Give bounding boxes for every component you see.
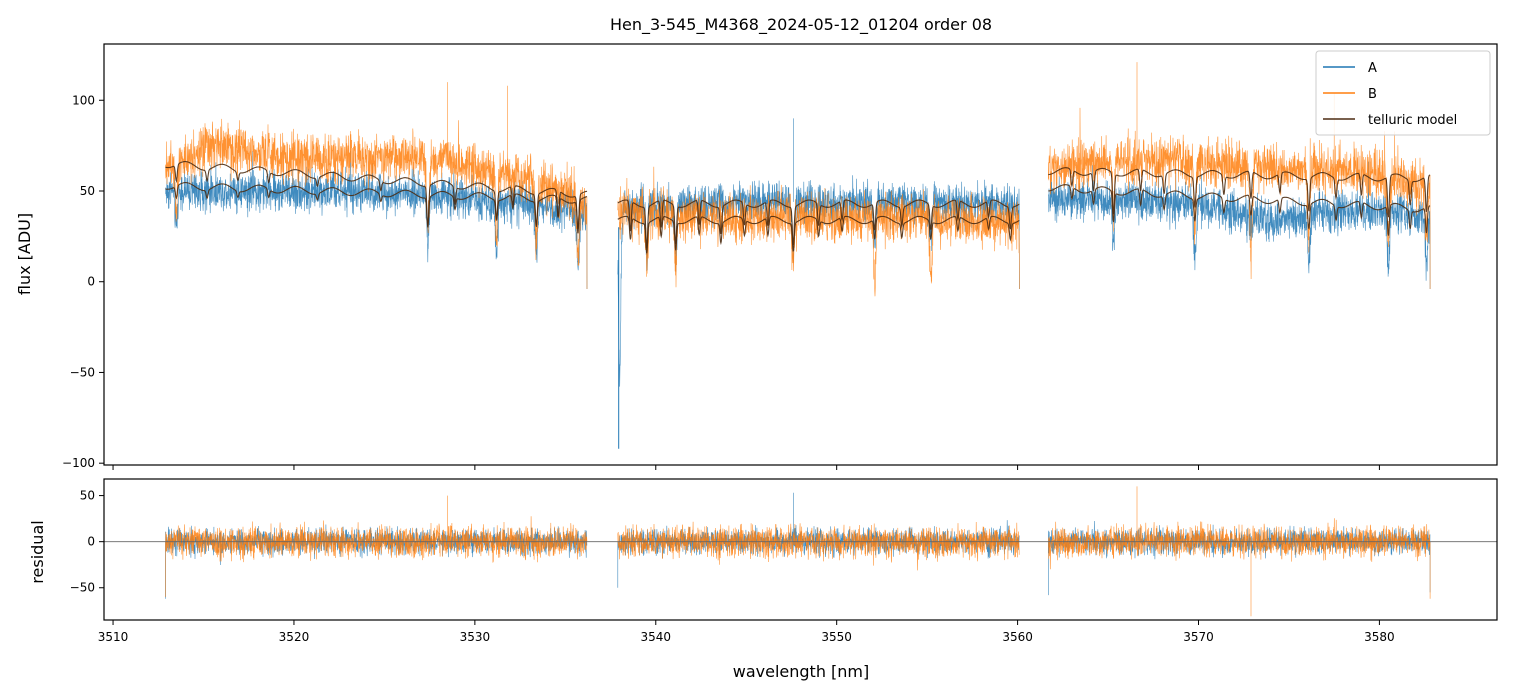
flux-y-ticks: −100 −50 0 50 100 bbox=[62, 93, 104, 470]
flux-y-tick-label: 50 bbox=[80, 184, 95, 198]
x-tick-label: 3530 bbox=[460, 630, 491, 644]
series-b-line bbox=[165, 62, 1431, 297]
flux-axes-frame bbox=[103, 43, 1498, 466]
flux-y-tick-label: −50 bbox=[70, 365, 95, 379]
legend-label-a: A bbox=[1368, 61, 1377, 76]
residual-y-tick-label: −50 bbox=[70, 581, 95, 595]
flux-y-tick-label: −100 bbox=[62, 456, 95, 470]
legend-label-telluric: telluric model bbox=[1368, 113, 1457, 128]
flux-y-tick-label: 100 bbox=[72, 93, 95, 107]
x-tick-label: 3560 bbox=[1002, 630, 1033, 644]
residual-x-ticks: 3510 3520 3530 3540 3550 3560 3570 3580 bbox=[98, 620, 1395, 644]
flux-y-tick-label: 0 bbox=[87, 275, 95, 289]
x-tick-label: 3520 bbox=[279, 630, 310, 644]
x-axis-label: wavelength [nm] bbox=[733, 662, 870, 681]
residual-y-ticks: −50 0 50 bbox=[70, 489, 104, 595]
x-tick-label: 3580 bbox=[1364, 630, 1395, 644]
flux-data-area bbox=[165, 62, 1431, 449]
legend-label-b: B bbox=[1368, 87, 1377, 102]
telluric-model-line bbox=[165, 182, 1431, 254]
flux-y-axis-label: flux [ADU] bbox=[15, 213, 34, 295]
residual-data-area bbox=[104, 486, 1497, 617]
flux-x-ticks bbox=[112, 465, 1380, 470]
residual-axes-frame bbox=[103, 478, 1498, 621]
x-tick-label: 3570 bbox=[1183, 630, 1214, 644]
x-tick-label: 3510 bbox=[98, 630, 129, 644]
residual-y-tick-label: 0 bbox=[87, 535, 95, 549]
chart-title: Hen_3-545_M4368_2024-05-12_01204 order 0… bbox=[610, 15, 992, 35]
x-tick-label: 3540 bbox=[640, 630, 671, 644]
residual-y-tick-label: 50 bbox=[80, 489, 95, 503]
telluric-model-line bbox=[165, 161, 1431, 248]
legend-box bbox=[1315, 50, 1491, 136]
residual-series-b-line bbox=[165, 486, 1431, 617]
flux-panel: −100 −50 0 50 100 flux [ADU] bbox=[15, 43, 1498, 470]
legend: A B telluric model bbox=[1315, 50, 1491, 136]
residual-y-axis-label: residual bbox=[28, 520, 47, 583]
x-tick-label: 3550 bbox=[821, 630, 852, 644]
